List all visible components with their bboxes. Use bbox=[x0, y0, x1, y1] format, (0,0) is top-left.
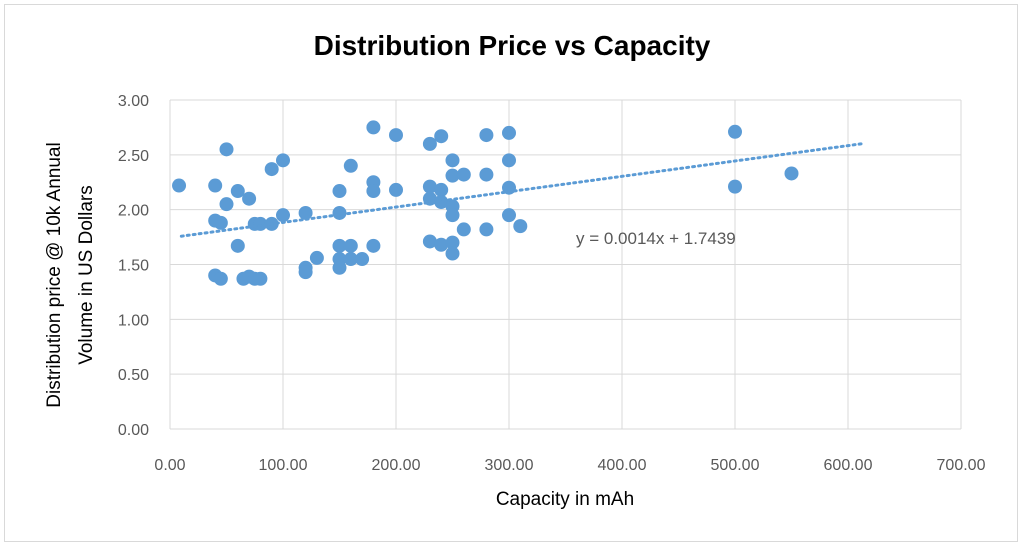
data-point bbox=[513, 219, 528, 234]
data-point bbox=[422, 234, 437, 249]
data-point bbox=[434, 237, 449, 252]
data-point bbox=[502, 208, 516, 223]
data-point bbox=[276, 208, 290, 223]
data-point bbox=[456, 167, 471, 182]
data-point bbox=[366, 184, 381, 199]
x-axis-ticks: 0.00 100.00 200.00 300.00 400.00 500.00 600.00… bbox=[154, 457, 985, 474]
trendline-equation: y = 0.0014x + 1.7439 bbox=[576, 229, 736, 248]
data-point bbox=[253, 271, 268, 286]
data-point bbox=[213, 271, 228, 286]
data-point bbox=[219, 142, 234, 157]
data-point bbox=[434, 182, 449, 197]
y-axis-label: Distribution price @ 10k Annual Volume i… bbox=[44, 142, 97, 407]
chart-frame bbox=[4, 4, 1018, 542]
x-tick-label: 200.00 bbox=[372, 457, 421, 474]
data-point bbox=[422, 136, 437, 151]
data-point bbox=[309, 250, 324, 265]
data-point bbox=[456, 222, 471, 237]
y-tick-label: 1.00 bbox=[118, 312, 149, 329]
x-tick-label: 600.00 bbox=[824, 457, 873, 474]
x-tick-label: 300.00 bbox=[485, 457, 534, 474]
y-tick-label: 2.00 bbox=[118, 203, 149, 220]
data-point bbox=[389, 182, 403, 197]
data-point bbox=[728, 124, 742, 139]
data-point bbox=[242, 191, 257, 206]
data-point bbox=[343, 158, 358, 173]
x-tick-label: 400.00 bbox=[598, 457, 647, 474]
y-tick-label: 3.00 bbox=[118, 93, 149, 110]
y-tick-label: 0.50 bbox=[118, 367, 149, 384]
data-point bbox=[502, 153, 516, 168]
data-point bbox=[445, 168, 460, 183]
data-point bbox=[445, 246, 460, 261]
data-point bbox=[172, 178, 187, 193]
data-point bbox=[355, 252, 370, 267]
data-point bbox=[213, 215, 228, 230]
chart-title: Distribution Price vs Capacity bbox=[314, 30, 711, 61]
x-tick-label: 0.00 bbox=[154, 457, 185, 474]
data-point bbox=[502, 180, 516, 195]
data-point bbox=[298, 205, 313, 220]
data-point bbox=[332, 184, 347, 199]
data-point bbox=[389, 128, 403, 143]
gridlines bbox=[169, 99, 962, 430]
data-point bbox=[434, 194, 449, 209]
data-point bbox=[253, 216, 268, 231]
data-point bbox=[208, 178, 223, 193]
y-tick-label: 2.50 bbox=[118, 148, 149, 165]
x-tick-label: 500.00 bbox=[711, 457, 760, 474]
y-tick-label: 1.50 bbox=[118, 258, 149, 275]
x-tick-label: 100.00 bbox=[259, 457, 308, 474]
y-axis-label-line-1: Distribution price @ 10k Annual bbox=[44, 142, 65, 407]
data-point bbox=[332, 238, 347, 253]
data-point bbox=[343, 252, 358, 267]
y-axis-ticks: 0.00 0.50 1.00 1.50 2.00 2.50 3.00 bbox=[118, 93, 149, 439]
data-point bbox=[332, 260, 347, 275]
data-point bbox=[445, 208, 460, 223]
data-point bbox=[366, 238, 381, 253]
data-point bbox=[434, 129, 449, 144]
data-point bbox=[784, 166, 799, 181]
data-point bbox=[230, 184, 245, 199]
data-point bbox=[479, 222, 494, 237]
data-point bbox=[276, 153, 290, 168]
data-point bbox=[298, 265, 313, 280]
data-point bbox=[479, 128, 494, 143]
data-point bbox=[219, 197, 234, 212]
trendline bbox=[179, 141, 867, 238]
data-point bbox=[343, 238, 358, 253]
y-axis-label-line-2: Volume in US Dollars bbox=[76, 185, 97, 365]
data-point bbox=[230, 238, 245, 253]
data-point bbox=[728, 179, 742, 194]
data-point bbox=[479, 167, 494, 182]
data-point bbox=[422, 179, 437, 194]
data-point bbox=[264, 162, 279, 177]
data-point bbox=[366, 120, 381, 135]
data-point bbox=[445, 153, 460, 168]
y-tick-label: 0.00 bbox=[118, 422, 149, 439]
x-tick-label: 700.00 bbox=[937, 457, 986, 474]
x-axis-label: Capacity in mAh bbox=[496, 489, 634, 510]
data-points bbox=[172, 120, 799, 286]
data-point bbox=[445, 235, 460, 250]
data-point bbox=[502, 125, 516, 140]
